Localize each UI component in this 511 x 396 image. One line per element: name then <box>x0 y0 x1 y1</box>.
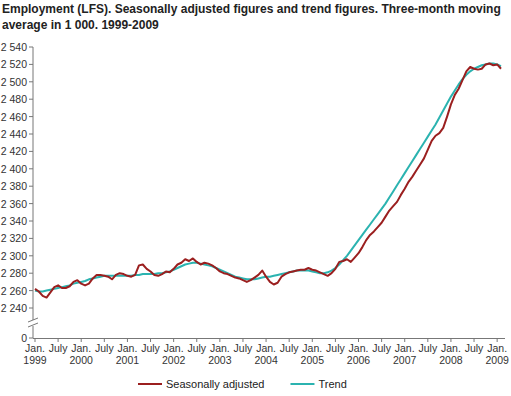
x-tick-label: July <box>95 342 114 354</box>
y-tick <box>29 134 33 135</box>
y-tick-label: 2 460 <box>1 111 27 123</box>
y-tick <box>29 116 33 117</box>
y-tick <box>29 290 33 291</box>
x-tick-label: Jan.2008 <box>439 342 463 366</box>
x-tick-label: July <box>234 342 253 354</box>
y-tick <box>29 255 33 256</box>
series-line <box>35 64 501 298</box>
x-tick-label: July <box>187 342 206 354</box>
y-tick-label: 2 500 <box>1 76 27 88</box>
x-axis <box>33 338 505 339</box>
axis-break <box>28 318 38 327</box>
x-tick-label: Jan.2007 <box>393 342 417 366</box>
x-tick-label: July <box>465 342 484 354</box>
x-tick-label: July <box>326 342 345 354</box>
legend: Seasonally adjusted Trend <box>138 378 347 390</box>
x-tick-label: Jan.2000 <box>70 342 94 366</box>
y-tick-label: 2 280 <box>1 267 27 279</box>
y-tick-label: 2 420 <box>1 145 27 157</box>
y-tick-label: 2 480 <box>1 93 27 105</box>
x-tick-label: July <box>372 342 391 354</box>
legend-label: Trend <box>318 378 346 390</box>
y-tick-label: 2 400 <box>1 163 27 175</box>
y-tick <box>29 47 33 48</box>
x-tick-label: July <box>418 342 437 354</box>
x-tick-label: July <box>141 342 160 354</box>
y-tick <box>29 151 33 152</box>
y-tick-label: 2 540 <box>1 41 27 53</box>
y-tick <box>29 186 33 187</box>
x-tick-label: Jan.2006 <box>347 342 371 366</box>
x-tick-label: July <box>280 342 299 354</box>
y-tick <box>29 64 33 65</box>
y-tick-label: 2 320 <box>1 232 27 244</box>
y-tick <box>29 168 33 169</box>
x-tick-label: Jan.2004 <box>254 342 278 366</box>
y-tick-label: 2 520 <box>1 58 27 70</box>
y-tick <box>29 221 33 222</box>
axes: 02 2402 2602 2802 3002 3202 3402 3602 38… <box>1 41 509 366</box>
plot-data <box>35 64 501 298</box>
x-tick-label: Jan.2003 <box>208 342 232 366</box>
x-tick-label: Jan.2001 <box>116 342 140 366</box>
y-axis <box>33 47 34 338</box>
y-tick <box>29 203 33 204</box>
y-tick <box>29 338 33 339</box>
x-tick-label: Jan.2009 <box>485 342 509 366</box>
x-tick-label: Jan.2002 <box>162 342 186 366</box>
y-tick-label: 2 300 <box>1 250 27 262</box>
y-tick-label: 2 440 <box>1 128 27 140</box>
chart: Employment (LFS). Seasonally adjusted fi… <box>0 0 511 396</box>
y-tick-label: 2 340 <box>1 215 27 227</box>
y-tick <box>29 238 33 239</box>
y-tick-label: 2 380 <box>1 180 27 192</box>
y-tick-label: 2 360 <box>1 198 27 210</box>
y-tick <box>29 273 33 274</box>
series-line <box>35 64 501 292</box>
y-tick-label: 2 260 <box>1 285 27 297</box>
x-tick-label: Jan.2005 <box>301 342 325 366</box>
title: Employment (LFS). Seasonally adjusted fi… <box>2 2 501 32</box>
legend-swatch <box>290 383 314 385</box>
x-tick-label: Jan.1999 <box>23 342 47 366</box>
y-tick <box>29 99 33 100</box>
y-tick <box>29 81 33 82</box>
legend-swatch <box>138 383 162 385</box>
legend-label: Seasonally adjusted <box>166 378 264 390</box>
x-tick-label: July <box>49 342 68 354</box>
y-tick-label: 2 240 <box>1 302 27 314</box>
y-tick <box>29 308 33 309</box>
